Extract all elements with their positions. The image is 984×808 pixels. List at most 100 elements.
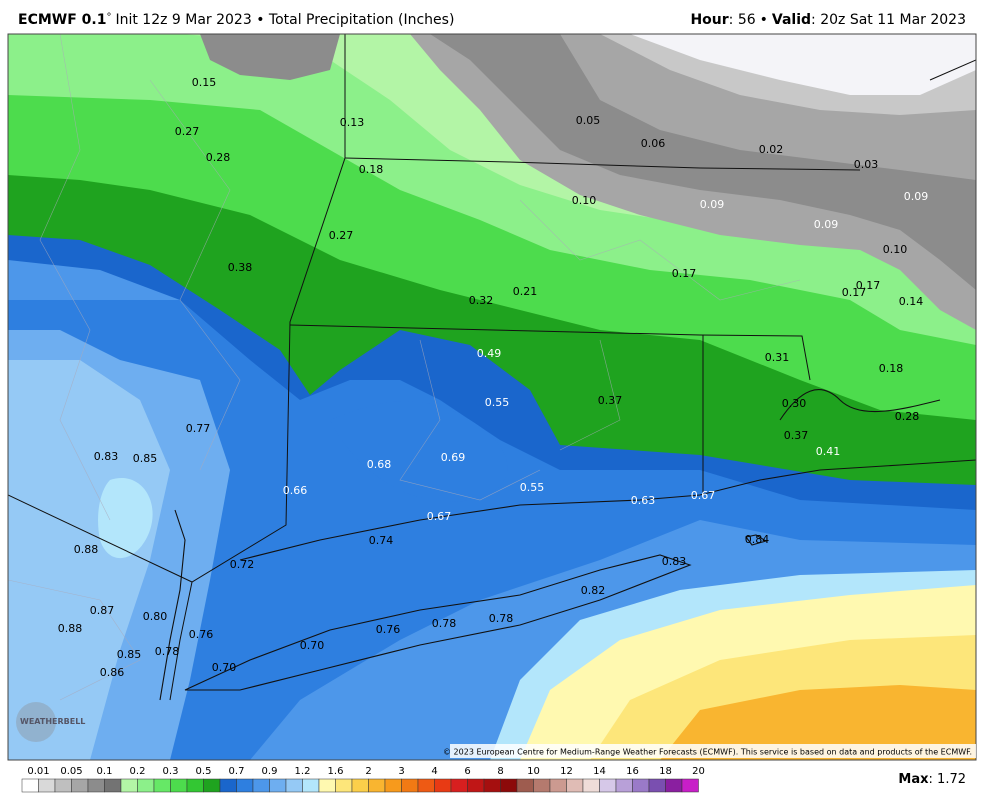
value-label: 0.28 (895, 410, 920, 423)
value-label: 0.21 (513, 285, 538, 298)
value-label: 0.37 (784, 429, 809, 442)
legend-tick-label: 12 (560, 766, 573, 777)
legend-swatch (566, 778, 584, 793)
legend-swatch (384, 778, 402, 793)
legend-swatch (467, 778, 485, 793)
legend-swatch (335, 778, 353, 793)
value-label: 0.72 (230, 558, 255, 571)
legend-swatch (285, 778, 303, 793)
legend-swatch (38, 778, 56, 793)
value-label: 0.67 (427, 510, 452, 523)
value-label: 0.63 (631, 494, 656, 507)
value-label: 0.88 (58, 622, 83, 635)
value-label: 0.18 (359, 163, 384, 176)
degree: ° (106, 12, 112, 23)
separator: • (759, 12, 768, 28)
legend-tick-label: 0.9 (262, 766, 278, 777)
legend-tick-label: 14 (593, 766, 606, 777)
value-label: 0.31 (765, 351, 790, 364)
legend-swatch (516, 778, 534, 793)
title: Init 12z 9 Mar 2023 • Total Precipitatio… (115, 12, 455, 28)
value-label: 0.14 (899, 295, 924, 308)
legend-swatch (87, 778, 105, 793)
legend-swatch (681, 778, 699, 793)
value-label: 0.78 (155, 645, 180, 658)
legend-swatch (648, 778, 666, 793)
legend-swatch (120, 778, 138, 793)
value-label: 0.70 (300, 639, 325, 652)
value-label: 0.38 (228, 261, 253, 274)
max-label: Max (898, 772, 929, 787)
legend-tick-label: 0.3 (163, 766, 179, 777)
legend-tick-label: 0.2 (130, 766, 146, 777)
legend-tick-label: 0.01 (27, 766, 49, 777)
legend-swatch (104, 778, 122, 793)
copyright-bg (450, 744, 976, 758)
logo-icon (16, 702, 56, 742)
legend-tick-label: 16 (626, 766, 639, 777)
legend-tick-label: 3 (398, 766, 404, 777)
value-label: 0.77 (186, 422, 211, 435)
legend-tick-label: 4 (431, 766, 437, 777)
legend-swatch (54, 778, 72, 793)
coastlines (159, 389, 976, 701)
value-label: 0.10 (883, 243, 908, 256)
legend-swatch (318, 778, 336, 793)
value-label: 0.88 (74, 543, 99, 556)
legend-swatch (219, 778, 237, 793)
value-label: 0.76 (376, 623, 401, 636)
value-label: 0.86 (100, 666, 125, 679)
max: Max: 1.72 (898, 772, 966, 787)
value-label: 0.09 (700, 198, 725, 211)
legend-swatch (599, 778, 617, 793)
legend-swatch (615, 778, 633, 793)
legend-swatch (401, 778, 419, 793)
value-label: 0.05 (576, 114, 601, 127)
value-label: 0.78 (432, 617, 457, 630)
header-left: ECMWF 0.1° Init 12z 9 Mar 2023 • Total Pr… (18, 12, 454, 28)
value-label: 0.67 (691, 489, 716, 502)
value-label: 0.30 (782, 397, 807, 410)
value-label: 0.83 (662, 555, 687, 568)
legend-swatch (186, 778, 204, 793)
value-label: 0.82 (581, 584, 606, 597)
legend-swatch (533, 778, 551, 793)
valid-label: Valid (771, 12, 812, 28)
legend-swatch (71, 778, 89, 793)
legend-swatch (483, 778, 501, 793)
value-label: 0.06 (641, 137, 666, 150)
value-label: 0.41 (816, 445, 841, 458)
legend-swatch (582, 778, 600, 793)
legend-tick-label: 18 (659, 766, 672, 777)
value-label: 0.85 (117, 648, 142, 661)
hour-value: : 56 (728, 12, 756, 28)
legend-swatch (302, 778, 320, 793)
value-label: 0.80 (143, 610, 168, 623)
legend-swatch (665, 778, 683, 793)
legend-swatch (351, 778, 369, 793)
value-label: 0.68 (367, 458, 392, 471)
legend-swatch (500, 778, 518, 793)
value-label: 0.85 (133, 452, 158, 465)
legend-swatch (203, 778, 221, 793)
value-labels: 0.15 0.13 0.27 0.28 0.18 0.27 0.38 0.05 0.06 0.02… (58, 76, 929, 679)
value-label: 0.76 (189, 628, 214, 641)
legend-swatch (269, 778, 287, 793)
legend-tick-label: 6 (464, 766, 470, 777)
value-label: 0.02 (759, 143, 784, 156)
value-label: 0.49 (477, 347, 502, 360)
value-label: 0.55 (485, 396, 510, 409)
valid-value: : 20z Sat 11 Mar 2023 (811, 12, 966, 28)
value-label: 0.66 (283, 484, 308, 497)
legend-swatch (137, 778, 155, 793)
legend-swatch (632, 778, 650, 793)
model: ECMWF 0.1 (18, 12, 107, 28)
value-label: 0.17 (672, 267, 697, 280)
value-label: 0.27 (329, 229, 354, 242)
value-label: 0.17 (842, 286, 867, 299)
value-label: 0.15 (192, 76, 217, 89)
value-label: 0.84 (745, 533, 770, 546)
legend-tick-label: 8 (497, 766, 503, 777)
legend-tick-label: 0.1 (97, 766, 113, 777)
